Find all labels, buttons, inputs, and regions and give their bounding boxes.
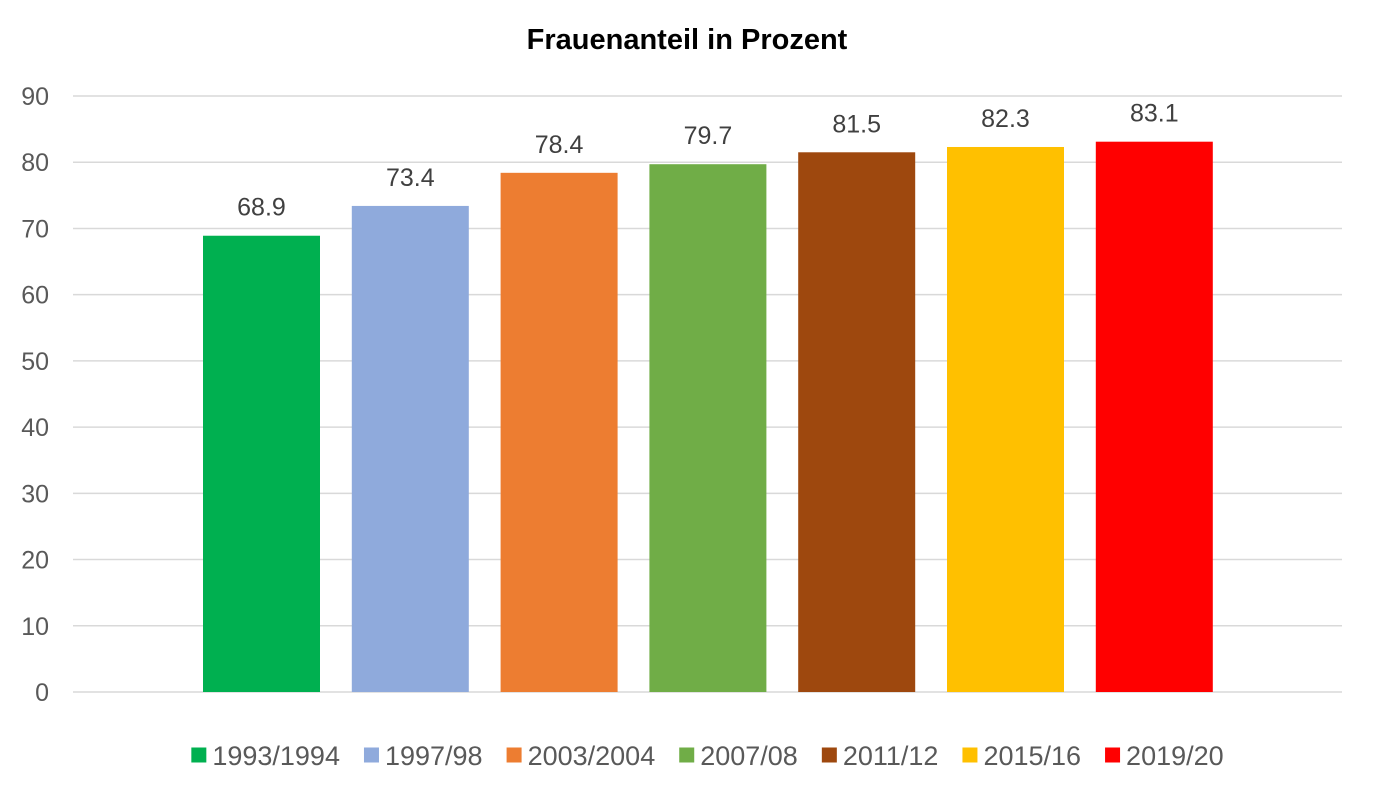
y-tick-label: 50 [21,348,49,376]
legend-swatch [363,747,379,763]
bar [798,152,916,693]
data-label: 82.3 [981,105,1030,133]
y-tick-label: 0 [35,679,49,707]
legend-swatch [962,747,978,763]
bar [1095,141,1213,692]
data-label: 79.7 [684,122,733,150]
legend-label: 1997/98 [385,741,483,771]
data-label: 81.5 [832,110,881,138]
data-label: 68.9 [237,194,286,222]
legend: 1993/1994 1997/98 2003/2004 2007/08 2011/12 2… [191,741,1224,771]
legend-label: 2007/08 [700,741,798,771]
y-tick-label: 20 [21,547,49,575]
legend-swatch [191,747,207,763]
bar [203,235,320,692]
bar [649,164,767,693]
legend-label: 2003/2004 [528,741,656,771]
y-tick-label: 60 [21,282,49,310]
bar [947,146,1064,693]
chart-title: Frauenanteil in Prozent [527,24,848,56]
y-tick-label: 90 [21,83,49,111]
legend-item: 1993/1994 [191,741,340,771]
data-labels: 68.9 73.4 78.4 79.7 81.5 82.3 83.1 [237,100,1178,222]
data-label: 78.4 [535,131,584,159]
legend-item: 1997/98 [363,741,483,771]
legend-item: 2011/12 [821,741,939,771]
data-label: 73.4 [386,164,435,192]
bar [500,172,618,693]
legend-label: 1993/1994 [212,741,340,771]
data-label: 83.1 [1130,100,1179,128]
legend-swatch [506,747,522,763]
y-tick-label: 10 [21,613,49,641]
bars [203,141,1213,693]
legend-item: 2003/2004 [506,741,656,771]
legend-label: 2015/16 [983,741,1081,771]
legend-swatch [679,747,695,763]
y-tick-label: 30 [21,480,49,508]
legend-label: 2011/12 [843,741,939,771]
legend-swatch [1105,747,1121,763]
y-tick-label: 80 [21,149,49,177]
y-tick-label: 40 [21,414,49,442]
legend-item: 2019/20 [1105,741,1224,771]
bar [351,205,469,692]
y-axis-tick-labels: 0 10 20 30 40 50 60 70 80 90 [21,83,49,707]
legend-item: 2015/16 [962,741,1081,771]
legend-label: 2019/20 [1126,741,1224,771]
y-tick-label: 70 [21,215,49,243]
legend-swatch [821,747,837,763]
legend-item: 2007/08 [679,741,798,771]
